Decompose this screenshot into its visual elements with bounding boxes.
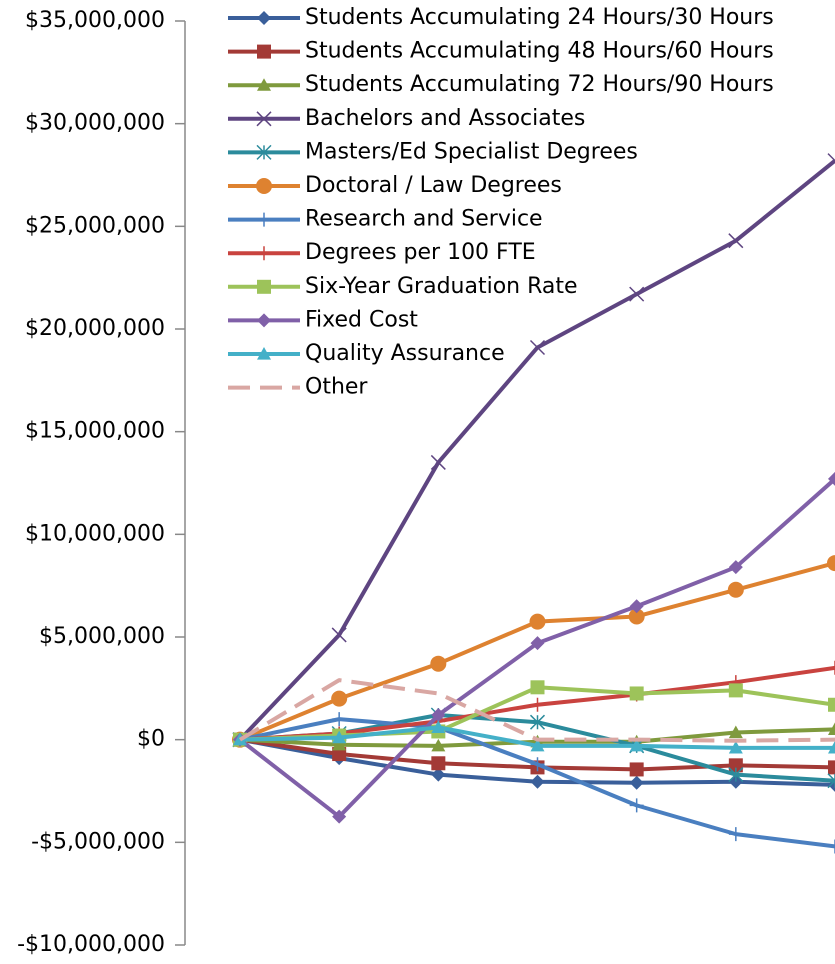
y-tick-label: $30,000,000 xyxy=(25,111,165,136)
data-point xyxy=(728,233,744,249)
data-point xyxy=(332,809,347,824)
y-tick-label: $20,000,000 xyxy=(25,316,165,341)
data-point xyxy=(727,581,744,598)
data-point xyxy=(827,153,835,169)
legend-label: Fixed Cost xyxy=(305,307,418,332)
data-point xyxy=(529,613,546,630)
data-point xyxy=(430,454,446,470)
data-point xyxy=(530,774,545,789)
y-tick-label: -$10,000,000 xyxy=(17,932,165,957)
data-point xyxy=(431,767,446,782)
legend-marker xyxy=(256,178,272,194)
data-point xyxy=(728,827,743,842)
legend-label: Masters/Ed Specialist Degrees xyxy=(305,139,638,164)
data-point xyxy=(728,725,743,739)
data-point xyxy=(332,730,347,744)
data-point xyxy=(629,738,644,752)
y-tick-label: -$5,000,000 xyxy=(31,829,165,854)
legend-label: Students Accumulating 24 Hours/30 Hours xyxy=(305,5,774,30)
data-point xyxy=(530,636,545,651)
data-point xyxy=(530,757,545,772)
data-point xyxy=(431,756,446,771)
data-point xyxy=(728,758,743,773)
legend-label: Bachelors and Associates xyxy=(305,106,585,131)
y-tick-label: $15,000,000 xyxy=(25,419,165,444)
data-point xyxy=(629,775,644,790)
data-point xyxy=(430,655,447,672)
data-point xyxy=(728,767,744,783)
data-point xyxy=(828,722,835,735)
data-point xyxy=(628,608,645,625)
legend-label: Students Accumulating 72 Hours/90 Hours xyxy=(305,72,774,97)
data-point xyxy=(331,690,348,707)
legend-marker xyxy=(257,313,271,328)
series-line xyxy=(239,561,835,742)
data-point xyxy=(828,760,835,775)
data-point xyxy=(629,286,645,302)
y-tick-label: $5,000,000 xyxy=(39,624,165,649)
data-point xyxy=(827,773,835,789)
legend-marker xyxy=(257,212,271,227)
data-point xyxy=(828,471,835,486)
legend-label: Six-Year Graduation Rate xyxy=(305,274,578,299)
data-point xyxy=(332,737,347,751)
data-point xyxy=(629,762,644,777)
data-point xyxy=(728,683,743,698)
legend-label: Other xyxy=(305,375,368,400)
data-point xyxy=(828,839,835,854)
legend-label: Quality Assurance xyxy=(305,341,505,366)
legend-marker xyxy=(257,246,271,261)
data-point xyxy=(530,697,545,712)
data-point xyxy=(828,697,835,712)
data-point xyxy=(629,798,644,813)
data-point xyxy=(828,660,835,675)
legend-marker xyxy=(257,347,271,360)
y-tick-label: $25,000,000 xyxy=(25,213,165,238)
data-point xyxy=(827,555,835,572)
legend-label: Degrees per 100 FTE xyxy=(305,240,536,265)
legend-marker xyxy=(256,111,272,127)
data-point xyxy=(431,738,446,752)
data-point xyxy=(331,627,347,643)
y-tick-label: $35,000,000 xyxy=(25,8,165,33)
legend-marker xyxy=(257,78,271,91)
data-point xyxy=(629,686,644,701)
data-point xyxy=(828,740,835,754)
y-tick-label: $10,000,000 xyxy=(25,521,165,546)
legend-marker xyxy=(256,144,272,160)
data-point xyxy=(332,747,347,762)
data-point xyxy=(629,599,644,614)
data-point xyxy=(728,740,743,754)
data-point xyxy=(431,708,446,723)
legend-label: Doctoral / Law Degrees xyxy=(305,173,562,198)
legend-marker xyxy=(257,279,271,294)
legend-marker xyxy=(257,11,271,25)
data-point xyxy=(529,714,546,730)
data-point xyxy=(529,339,546,356)
legend-label: Research and Service xyxy=(305,207,543,232)
data-point xyxy=(431,720,446,733)
data-point xyxy=(728,560,743,575)
data-point xyxy=(332,712,347,727)
series-line xyxy=(238,678,835,743)
legend-marker xyxy=(257,44,271,59)
data-point xyxy=(530,680,545,695)
y-tick-label: $0 xyxy=(137,727,165,752)
data-point xyxy=(530,738,545,752)
legend-label: Students Accumulating 48 Hours/60 Hours xyxy=(305,39,774,64)
